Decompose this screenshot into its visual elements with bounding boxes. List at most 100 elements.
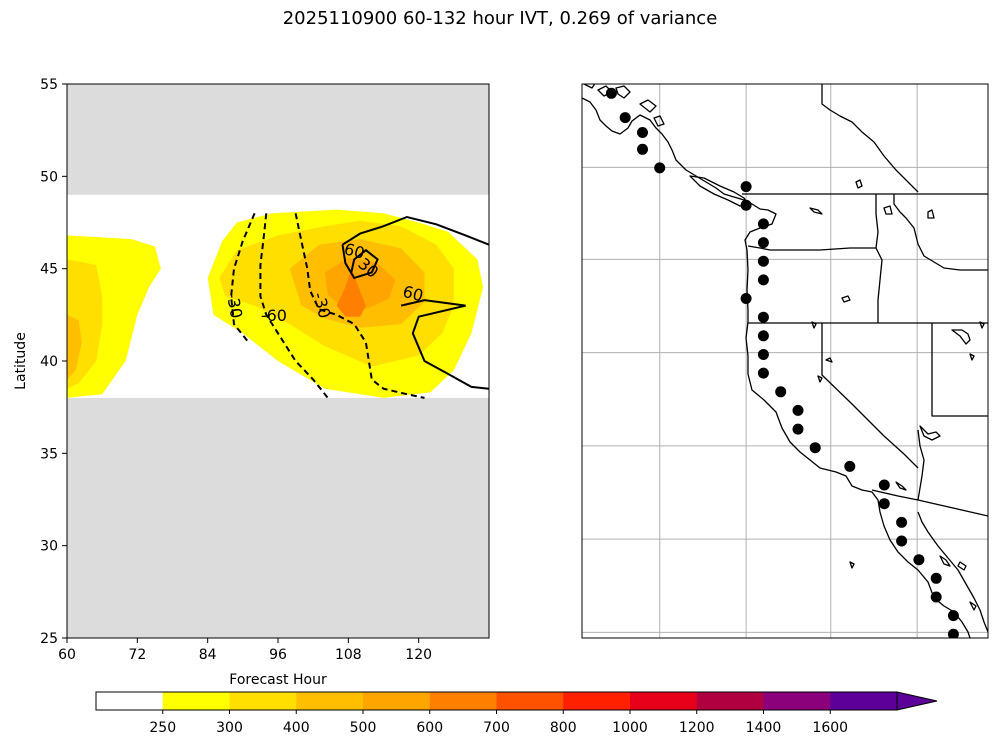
lake-3 bbox=[883, 205, 893, 215]
colorbar-tick-label: 300 bbox=[216, 720, 243, 736]
station-point bbox=[740, 293, 752, 304]
us-mexico-border bbox=[871, 489, 988, 517]
colorbar-segment bbox=[296, 692, 364, 710]
colorbar-tick-label: 250 bbox=[149, 720, 176, 736]
x-axis-label: Forecast Hour bbox=[229, 672, 327, 688]
lake-13 bbox=[895, 481, 907, 491]
station-point bbox=[878, 479, 890, 491]
lake-2 bbox=[809, 207, 823, 215]
station-point bbox=[740, 181, 752, 193]
contour-label-1: -60 bbox=[261, 306, 287, 325]
colorbar-segment bbox=[96, 692, 164, 710]
map-frame bbox=[581, 83, 989, 639]
lake-9 bbox=[825, 357, 833, 363]
colorbar-segment bbox=[563, 692, 631, 710]
station-point bbox=[947, 628, 959, 638]
contour-label-3: 60 bbox=[342, 239, 367, 263]
colorbar-tick-label: 1000 bbox=[612, 720, 648, 736]
colorbar-segment bbox=[429, 692, 497, 710]
y-tick-label: 55 bbox=[40, 77, 58, 93]
ca-nv-border bbox=[821, 323, 919, 469]
x-tick-label: 72 bbox=[128, 647, 146, 663]
station-point bbox=[740, 199, 752, 211]
idaho-mt-border bbox=[893, 194, 988, 271]
lake-6 bbox=[811, 321, 817, 329]
x-tick-label: 60 bbox=[58, 647, 76, 663]
island-5 bbox=[583, 84, 596, 89]
station-point bbox=[619, 112, 631, 124]
colorbar-tick-label: 1400 bbox=[746, 720, 782, 736]
colorbar-segment bbox=[496, 692, 564, 710]
contour-label-5: 60 bbox=[401, 282, 426, 306]
x-tick-label: 120 bbox=[405, 647, 432, 663]
filled-contour-600-7 bbox=[336, 268, 366, 317]
lake-1 bbox=[855, 179, 863, 189]
contour-label-0: -30 bbox=[223, 291, 246, 320]
station-point bbox=[844, 460, 856, 472]
colorbar-tick-label: 600 bbox=[416, 720, 443, 736]
station-point bbox=[757, 274, 769, 286]
colorbar-segment bbox=[830, 692, 898, 710]
station-point bbox=[792, 404, 804, 416]
nv-az-border bbox=[917, 429, 925, 501]
lake-5 bbox=[841, 295, 851, 303]
lake-8 bbox=[979, 321, 985, 329]
lake-7 bbox=[951, 329, 971, 345]
island-3 bbox=[639, 99, 657, 113]
figure-title: 2025110900 60-132 hour IVT, 0.269 of var… bbox=[282, 8, 718, 29]
map-panel bbox=[581, 83, 989, 639]
x-tick-label: 84 bbox=[199, 647, 217, 663]
contour-line-neg60-4 bbox=[259, 213, 329, 399]
station-point bbox=[913, 554, 925, 566]
y-tick-label: 50 bbox=[40, 169, 58, 185]
colorbar-segment bbox=[229, 692, 297, 710]
baja-east-coast bbox=[917, 511, 988, 633]
station-point bbox=[757, 255, 769, 267]
colorbar-tick-label: 1200 bbox=[679, 720, 715, 736]
y-tick-label: 25 bbox=[40, 631, 58, 647]
coastline-south bbox=[745, 321, 971, 638]
station-point bbox=[654, 162, 666, 174]
lake-11 bbox=[969, 353, 975, 361]
island-baja-3 bbox=[957, 561, 967, 571]
station-point bbox=[775, 386, 787, 398]
colorbar-segment bbox=[363, 692, 431, 710]
station-point bbox=[637, 127, 648, 138]
colorbar-extend-arrow bbox=[896, 691, 938, 711]
colorbar-tick-label: 1600 bbox=[812, 720, 848, 736]
y-tick-label: 40 bbox=[40, 354, 58, 370]
colorbar-tick-label: 800 bbox=[550, 720, 577, 736]
station-point bbox=[757, 311, 769, 323]
wa-or-border bbox=[747, 194, 879, 251]
station-point bbox=[896, 516, 908, 528]
contour-line-neg30-3 bbox=[230, 212, 256, 344]
island-baja-1 bbox=[849, 561, 855, 569]
station-point bbox=[757, 367, 769, 379]
station-point bbox=[878, 498, 890, 510]
station-point bbox=[757, 349, 769, 360]
station-point bbox=[930, 591, 942, 603]
contour-line-neg30-5 bbox=[294, 213, 425, 399]
station-point bbox=[757, 218, 769, 230]
island-baja-2 bbox=[939, 555, 951, 567]
station-point bbox=[757, 330, 769, 342]
y-tick-label: 45 bbox=[40, 262, 58, 278]
island-2 bbox=[615, 85, 631, 99]
contour-line-pos60-0 bbox=[341, 215, 489, 246]
colorbar: 250 300 400 500 600 700 800 1000 1200 1400 1600 bbox=[95, 691, 938, 736]
y-axis-label: Latitude bbox=[13, 332, 29, 390]
nv-ut-border bbox=[931, 323, 988, 417]
coastline-north bbox=[582, 97, 777, 322]
station-point bbox=[792, 423, 804, 435]
y-tick-label: 30 bbox=[40, 539, 58, 555]
island-4 bbox=[653, 115, 665, 127]
lake-10 bbox=[817, 375, 823, 383]
bc-alberta-border bbox=[821, 84, 919, 193]
lake-12 bbox=[919, 425, 941, 441]
station-point bbox=[930, 572, 942, 584]
island-baja-4 bbox=[969, 601, 977, 611]
or-id-border bbox=[875, 247, 883, 323]
x-tick-label: 108 bbox=[335, 647, 362, 663]
